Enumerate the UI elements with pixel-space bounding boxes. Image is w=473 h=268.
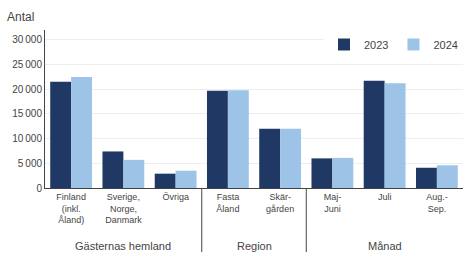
svg-text:Maj-Juni: Maj-Juni (324, 192, 342, 214)
svg-text:0: 0 (36, 183, 42, 194)
svg-text:20 000: 20 000 (12, 84, 42, 95)
svg-text:Antal: Antal (7, 10, 34, 24)
svg-text:Region: Region (237, 240, 272, 252)
svg-text:Skär-gården: Skär-gården (266, 192, 294, 214)
svg-text:Aug.-Sep.: Aug.-Sep. (426, 192, 448, 214)
svg-text:15 000: 15 000 (12, 108, 42, 119)
svg-text:Månad: Månad (368, 240, 402, 252)
svg-text:5 000: 5 000 (18, 158, 43, 169)
svg-text:2024: 2024 (433, 39, 457, 51)
svg-text:Gästernas hemland: Gästernas hemland (75, 240, 171, 252)
svg-text:10 000: 10 000 (12, 133, 42, 144)
svg-text:Finland(inkl.Åland): Finland(inkl.Åland) (56, 192, 86, 225)
svg-text:Juli: Juli (378, 192, 392, 202)
svg-text:FastaÅland: FastaÅland (216, 192, 239, 214)
svg-text:30 000: 30 000 (12, 34, 42, 45)
svg-text:2023: 2023 (364, 39, 388, 51)
svg-text:Sverige,Norge,Danmark: Sverige,Norge,Danmark (105, 192, 142, 225)
svg-text:Övriga: Övriga (162, 192, 189, 202)
svg-text:25 000: 25 000 (12, 59, 42, 70)
